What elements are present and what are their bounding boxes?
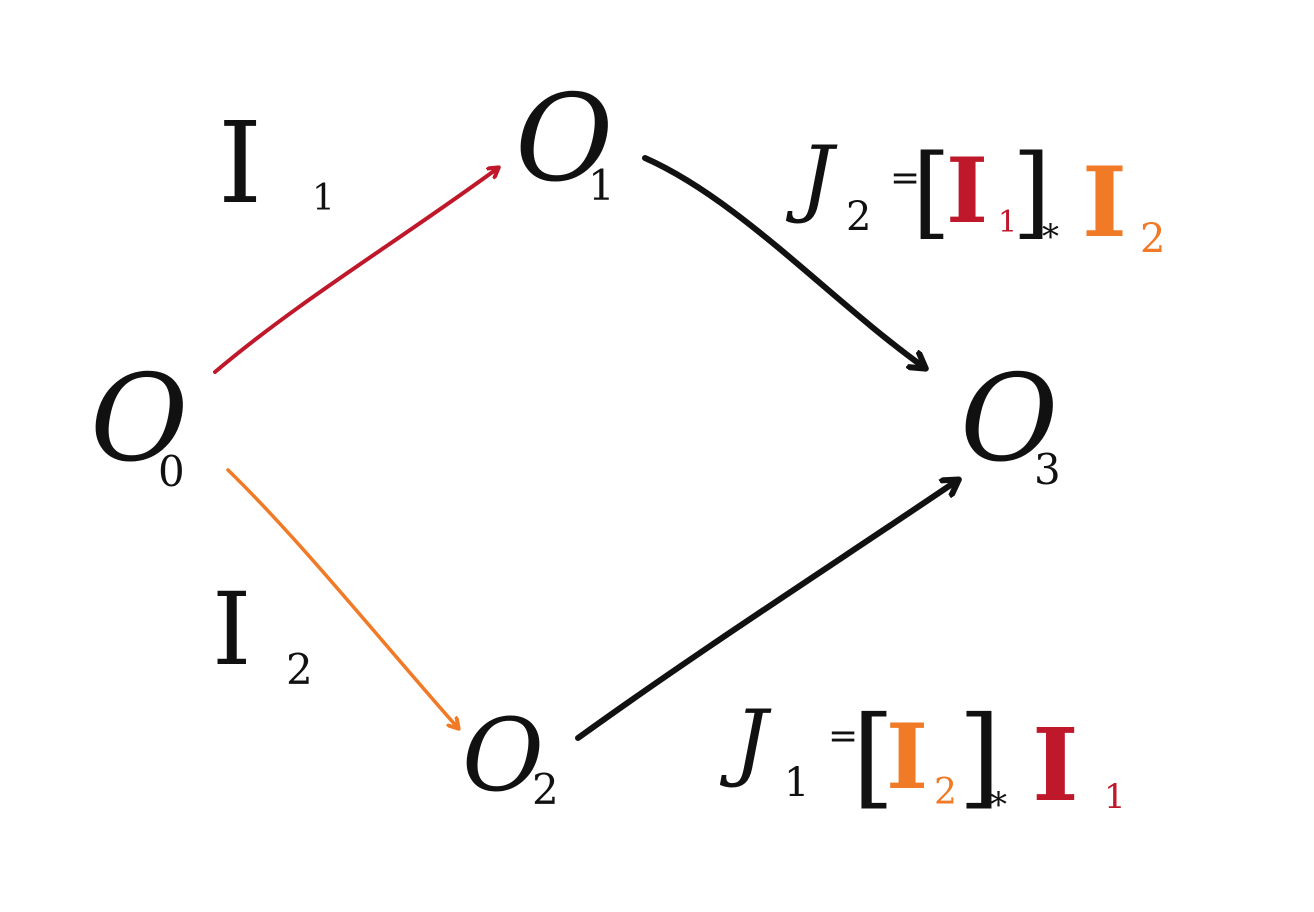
node-o3-sub: 3 — [1034, 445, 1061, 494]
node-o3-base: O — [960, 350, 1058, 489]
formula-j1-lhs-sub: 1 — [784, 760, 809, 806]
edge-label-i2: I 2 — [212, 571, 313, 694]
node-o2: O 2 — [462, 697, 559, 814]
node-o0: O 0 — [90, 350, 188, 496]
node-o0-base: O — [90, 350, 188, 489]
formula-j1-inner: I — [886, 704, 928, 810]
arrow-o1-to-o3 — [642, 155, 925, 368]
formula-j2-lhs: J — [785, 128, 838, 226]
formula-j2-close-bracket: ] — [1012, 133, 1051, 250]
edge-label-i1-base: I — [218, 99, 262, 229]
node-o1-sub: 1 — [588, 161, 615, 210]
formula-j2-lhs-sub: 2 — [846, 194, 871, 240]
edge-label-i2-sub: 2 — [286, 645, 313, 694]
edge-label-i2-base: I — [212, 571, 252, 688]
formula-j2: J 2 = [ I 1 ] * I 2 — [785, 128, 1165, 262]
arrow-o2-to-o3 — [575, 480, 958, 741]
node-o1: O 1 — [515, 70, 615, 210]
formula-j1-inner-sub: 2 — [934, 772, 957, 813]
formula-j2-eq: = — [890, 158, 920, 199]
formula-j1-eq: = — [828, 716, 858, 757]
node-o2-base: O — [462, 697, 544, 814]
node-o0-sub: 0 — [158, 447, 185, 496]
formula-j1: J 1 = [ I 2 ] * I 1 — [719, 692, 1126, 825]
formula-j2-rhs-sub: 2 — [1140, 216, 1165, 262]
formula-j1-rhs: I — [1032, 706, 1079, 824]
node-o3: O 3 — [960, 350, 1061, 494]
formula-j2-rhs: I — [1082, 146, 1127, 259]
formula-j1-star: * — [990, 785, 1007, 825]
edge-label-i1: I 1 — [218, 99, 335, 229]
edge-label-i1-sub: 1 — [312, 178, 335, 219]
formula-j2-open-bracket: [ — [912, 133, 951, 250]
node-o2-sub: 2 — [532, 765, 559, 814]
formula-j2-inner-sub: 1 — [998, 205, 1017, 240]
arrow-o0-to-o1 — [213, 168, 498, 374]
node-o1-base: O — [515, 70, 613, 209]
formula-j2-star: * — [1042, 217, 1059, 257]
formula-j1-lhs: J — [719, 692, 772, 790]
arrow-o0-to-o2 — [226, 468, 458, 728]
formula-j1-rhs-sub: 1 — [1104, 777, 1126, 817]
formula-j1-close-bracket: ] — [958, 692, 1001, 820]
formula-j1-open-bracket: [ — [852, 692, 895, 820]
formula-j2-inner: I — [946, 138, 988, 244]
